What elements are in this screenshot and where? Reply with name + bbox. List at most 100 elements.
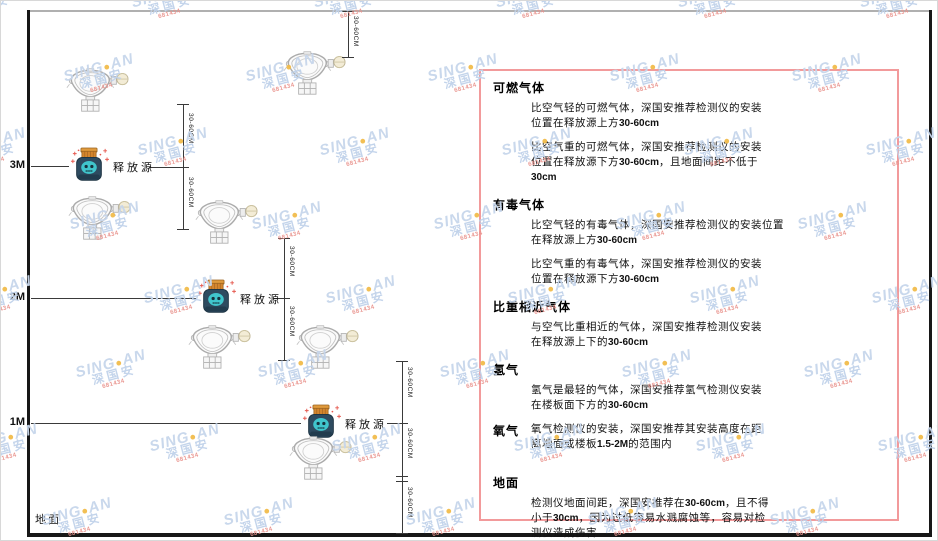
brand-logo-text: SING●AN [249,198,324,234]
dimension-tick [278,298,290,299]
panel-section: 比重相近气体与空气比重相近的气体，深国安推荐检测仪安装 在释放源上下的30-60c… [493,298,885,350]
brand-dot-icon: ● [364,282,375,296]
brand-logo-text: SING●AN [221,494,296,530]
release-source-label: 释放源 [113,162,155,174]
brand-dot-icon: ● [358,134,369,148]
brand-dot-icon: ● [444,504,455,518]
watermark-sub-text: 681434 [101,378,126,391]
gas-detector-icon [188,323,254,370]
brand-dot-icon: ● [182,282,193,296]
section-heading: 可燃气体 [493,81,546,95]
brand-dot-icon: ● [176,134,187,148]
height-marker-2m: 2M [9,291,25,303]
dimension-label: 30-60CM [406,367,413,398]
release-source-icon [69,147,109,185]
release-source-label: 释放源 [345,419,387,431]
brand-cjk-text: 深国安 [692,0,740,18]
watermark-sub-text: 681434 [345,156,370,169]
panel-section: 地面 检测仪地面间距，深国安推荐在30-60cm，且不得 小于30cm，因为过低容易… [493,474,885,540]
dimension-tick [278,360,290,361]
brand-logo-text: SING●AN [403,494,478,530]
height-marker-1m: 1M [9,416,25,428]
panel-section: 氧气 氧气检测仪的安装，深国安推荐其安装高度在距 离地面或楼板1.5-2M的范围内 [493,422,885,452]
ground-label: 地面 [35,514,61,526]
body-line: 比空气轻的有毒气体，深国安推荐检测仪的安装位置 [531,220,784,231]
dimension-tick [396,423,408,424]
dimension-label: 30-60CM [406,428,413,459]
paragraph: 氧气检测仪的安装，深国安推荐其安装高度在距 离地面或楼板1.5-2M的范围内 [531,422,885,452]
brand-cjk-text: 深国安 [340,288,388,314]
level-line-3m [31,166,69,167]
level-line-3m-extension [149,167,177,168]
brand-dot-icon: ● [290,208,301,222]
watermark-sub-text: 681434 [277,230,302,243]
body-line: 氧气检测仪的安装，深国安推荐其安装高度在距 [531,424,762,435]
brand-cjk-text: 深国安 [0,436,30,462]
paragraph: 比空气重的可燃气体，深国安推荐检测仪的安装 位置在释放源下方30-60cm，且地面… [531,140,885,185]
brand-dot-icon: ● [80,504,91,518]
gas-detector-icon [195,198,261,245]
brand-dot-icon: ● [262,504,273,518]
brand-cjk-text: 深国安 [346,436,394,462]
brand-cjk-text: 深国安 [328,0,376,18]
dimension-tick [177,229,189,230]
paragraph: 比空气重的有毒气体，深国安推荐检测仪的安装 位置在释放源下方30-60cm [531,257,885,287]
body-line: 离地面或楼板1.5-2M的范围内 [531,439,673,450]
paragraph: 比空气轻的可燃气体，深国安推荐检测仪的安装 位置在释放源上方30-60cm [531,101,885,131]
brand-cjk-text: 深国安 [0,0,12,18]
brand-logo-text: SING●AN [147,420,222,456]
brand-dot-icon: ● [910,282,921,296]
installation-notes-panel: 可燃气体比空气轻的可燃气体，深国安推荐检测仪的安装 位置在释放源上方30-60cm… [479,69,899,539]
left-wall-line [27,10,30,536]
body-line: 位置在释放源上方30-60cm [531,118,660,129]
dimension-label: 30-60CM [288,306,295,337]
brand-logo-text: SING●AN [317,124,392,160]
body-line: 测仪造成伤害 [531,528,597,539]
brand-cjk-text: 深国安 [146,0,194,18]
panel-sections: 可燃气体比空气轻的可燃气体，深国安推荐检测仪的安装 位置在释放源上方30-60cm… [493,79,885,540]
body-line: 与空气比重相近的气体，深国安推荐检测仪安装 [531,322,762,333]
brand-cjk-text: 深国安 [164,436,212,462]
gas-detector-icon [68,194,134,241]
brand-cjk-text: 深国安 [510,0,558,18]
body-line: 比空气重的可燃气体，深国安推荐检测仪的安装 [531,142,762,153]
brand-dot-icon: ● [466,60,477,74]
brand-dot-icon: ● [916,430,927,444]
dimension-line [284,238,285,361]
section-heading: 氧气 [493,424,520,438]
dimension-label: 30-60CM [288,246,295,277]
section-heading: 有毒气体 [493,198,546,212]
height-marker-3m: 3M [9,159,25,171]
body-line: 在释放源上方30-60cm [531,235,638,246]
body-line: 氢气是最轻的气体，深国安推荐氢气检测仪安装 [531,385,762,396]
brand-dot-icon: ● [188,430,199,444]
section-heading: 比重相近气体 [493,300,572,314]
gas-detector-icon [66,66,132,113]
dimension-tick [342,57,354,58]
body-line: 位置在释放源下方30-60cm [531,274,660,285]
right-wall-line [929,10,932,536]
paragraph: 检测仪地面间距，深国安推荐在30-60cm，且不得 小于30cm，因为过低容易水溅… [531,496,885,540]
level-line-1m [31,423,301,424]
level-line-1m-extension [387,423,403,424]
body-line: 小于30cm，因为过低容易水溅腐蚀等，容易对检 [531,513,766,524]
paragraph: 与空气比重相近的气体，深国安推荐检测仪安装 在释放源上下的30-60cm [531,320,885,350]
dimension-tick [342,11,354,12]
dimension-tick [278,238,290,239]
floor-line [27,533,932,537]
dimension-tick [396,481,408,482]
dimension-tick [177,104,189,105]
level-line-2m [31,298,196,299]
gas-detector-icon [289,434,355,481]
brand-cjk-text: 深国安 [420,510,468,536]
